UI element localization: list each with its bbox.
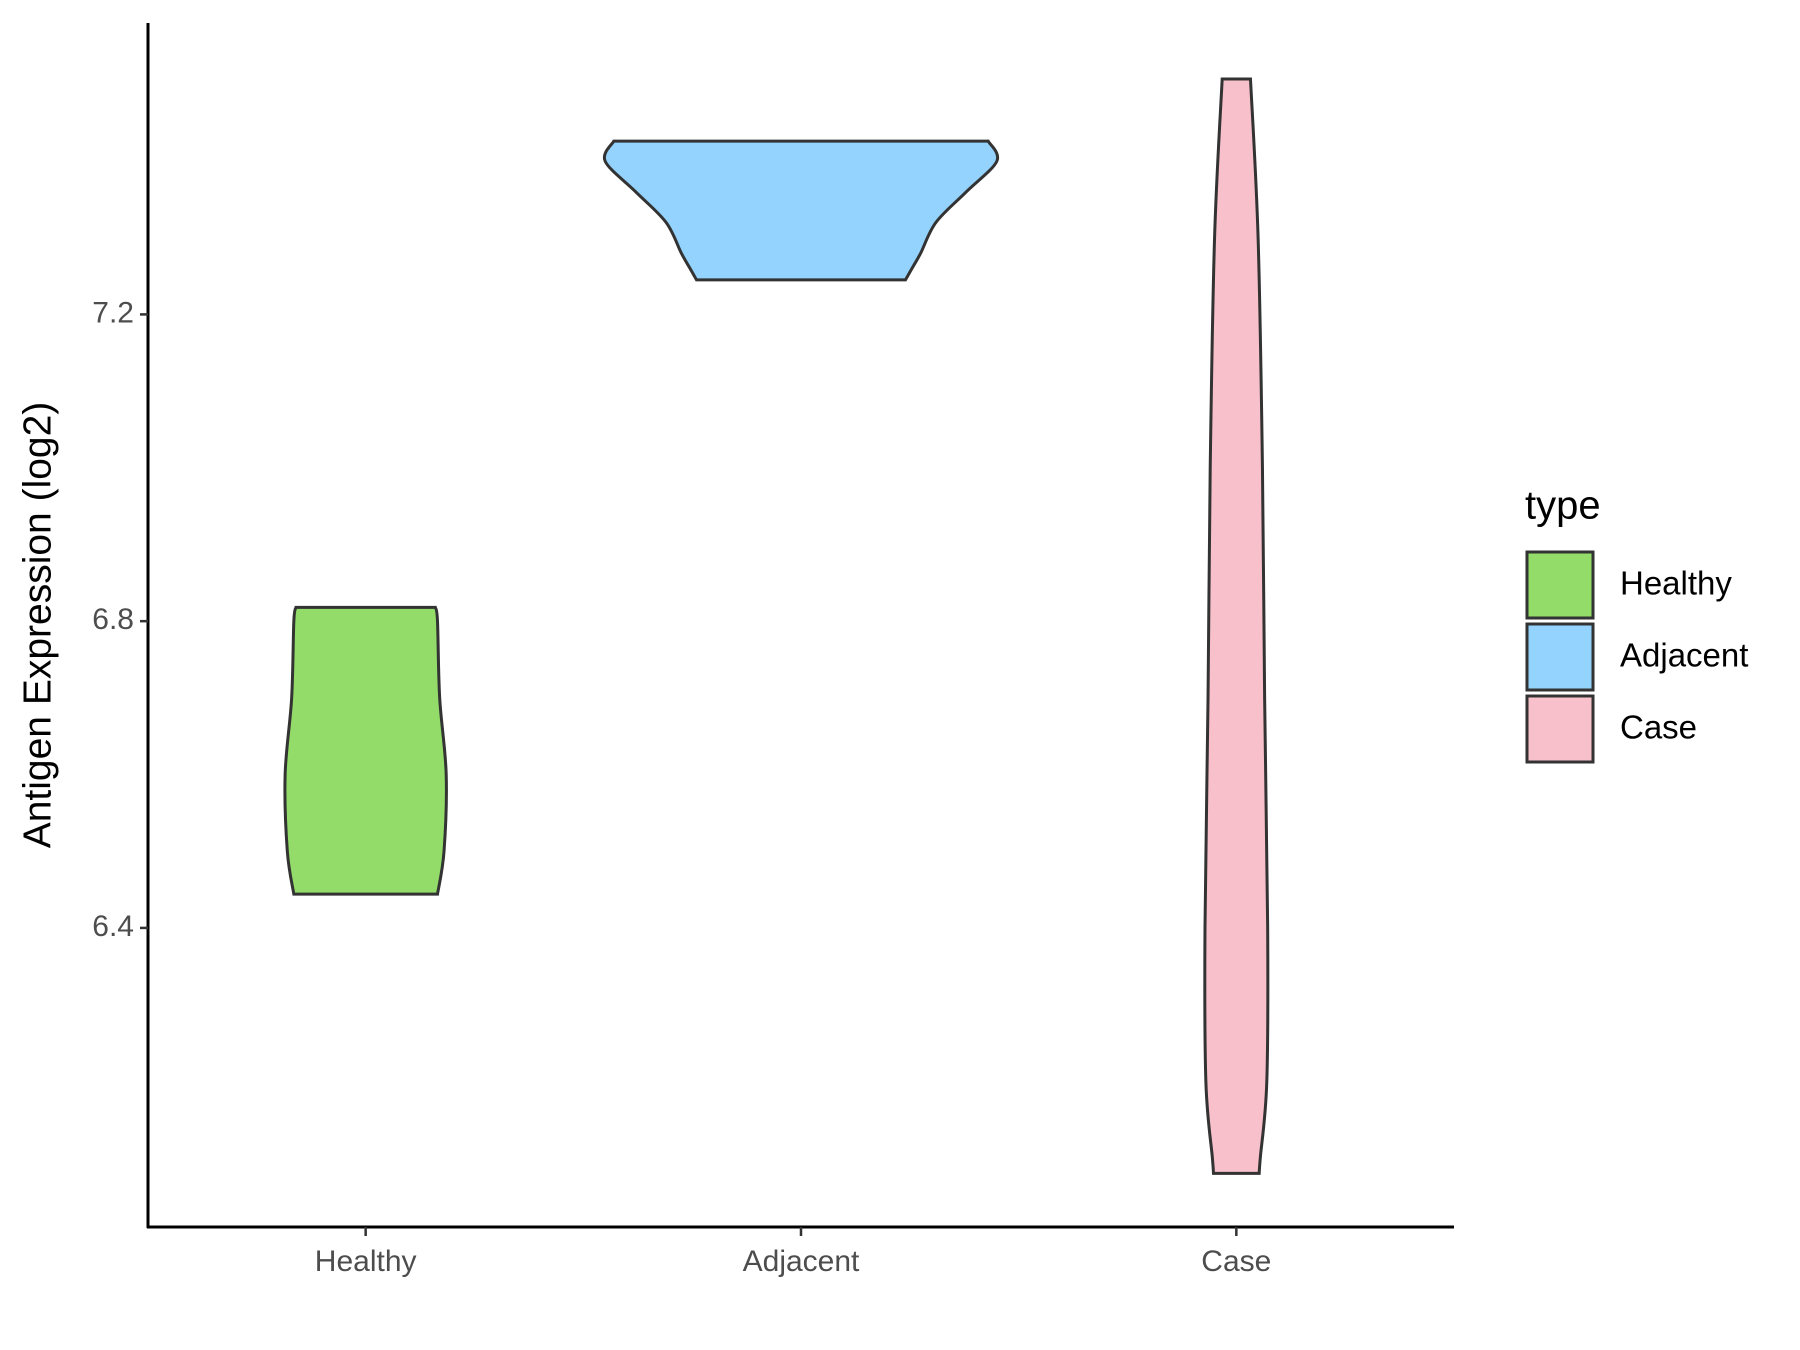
x-tick-label: Adjacent — [743, 1245, 860, 1278]
x-tick-label: Healthy — [315, 1245, 417, 1278]
y-tick-label: 6.4 — [92, 910, 134, 943]
legend-label: Adjacent — [1620, 637, 1748, 674]
legend-title: type — [1525, 484, 1601, 528]
violin — [1203, 77, 1270, 1175]
violin — [602, 139, 1000, 282]
legend-key — [1525, 694, 1595, 764]
legend-key — [1525, 622, 1595, 692]
y-tick-label: 6.8 — [92, 603, 134, 636]
y-axis-title: Antigen Expression (log2) — [16, 402, 59, 849]
x-tick-label: Case — [1201, 1245, 1271, 1278]
y-tick-label: 7.2 — [92, 296, 134, 329]
legend-label: Case — [1620, 709, 1697, 746]
violin — [283, 605, 448, 896]
legend-key — [1525, 550, 1595, 620]
legend-label: Healthy — [1620, 565, 1732, 602]
